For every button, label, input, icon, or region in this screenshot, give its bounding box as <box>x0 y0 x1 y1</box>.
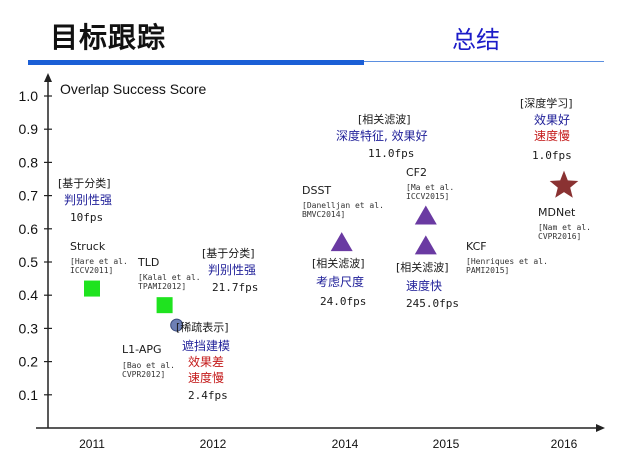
annotation-2015-tag: [相关滤波] <box>396 261 449 274</box>
chart-title: Overlap Success Score <box>60 81 206 97</box>
y-tick-label: 0.3 <box>19 320 39 336</box>
y-tick-label: 1.0 <box>19 88 39 104</box>
annotation-2012a-fps: 21.7fps <box>212 281 259 294</box>
cite-dsst: [Danelljan et al. BMVC2014] <box>302 201 384 219</box>
annotation-2014: [相关滤波] 考虑尺度 24.0fps <box>312 256 366 310</box>
x-tick-label: 2011 <box>79 437 105 451</box>
annotation-2011-tag: [基于分类] <box>58 177 111 190</box>
annotation-2012b: [稀疏表示] 遮挡建模 效果差 速度慢 2.4fps <box>176 320 230 404</box>
x-tick-label: 2012 <box>200 437 227 451</box>
annotation-2011-fps: 10fps <box>70 211 104 224</box>
annotation-2015-top-tag: [相关滤波] <box>358 113 411 126</box>
cite-cf2: [Ma et al. ICCV2015] <box>406 183 455 201</box>
point-dsst <box>330 232 353 252</box>
y-tick-label: 0.7 <box>19 188 39 204</box>
annotation-2015-desc: 速度快 <box>406 279 443 293</box>
y-tick-label: 0.2 <box>19 354 39 370</box>
annotation-2016-desc: 效果好 <box>534 113 571 127</box>
annotation-2012a-tag: [基于分类] <box>202 247 255 260</box>
x-tick-label: 2015 <box>433 437 460 451</box>
point-l1apg <box>170 318 184 332</box>
point-tld <box>156 297 173 314</box>
annotation-2014-tag: [相关滤波] <box>312 257 365 270</box>
x-tick-label: 2014 <box>332 437 359 451</box>
y-tick-label: 0.6 <box>19 221 39 237</box>
annotation-2016-bad: 速度慢 <box>534 129 571 143</box>
point-cf2 <box>414 205 437 225</box>
label-l1apg: L1-APG <box>122 343 162 356</box>
label-cf2: CF2 <box>406 166 428 179</box>
label-tld: TLD <box>138 256 160 269</box>
annotation-2012b-bad2: 速度慢 <box>188 371 225 385</box>
point-kcf <box>414 235 437 255</box>
label-kcf: KCF <box>466 240 487 253</box>
annotation-2012b-bad: 效果差 <box>188 355 225 369</box>
annotation-2015: [相关滤波] 速度快 245.0fps <box>396 260 459 312</box>
label-mdnet: MDNet <box>538 206 576 219</box>
annotation-2012a: [基于分类] 判别性强 21.7fps <box>202 246 258 296</box>
label-dsst: DSST <box>302 184 332 197</box>
x-axis-arrow <box>596 424 605 432</box>
annotation-2011: [基于分类] 判别性强 10fps <box>58 176 112 226</box>
annotation-2016-tag: [深度学习] <box>520 97 573 110</box>
cite-l1apg: [Bao et al. CVPR2012] <box>122 361 175 379</box>
y-tick-label: 0.8 <box>19 154 39 170</box>
annotation-2014-desc: 考虑尺度 <box>316 275 365 289</box>
y-tick-label: 0.4 <box>19 287 39 303</box>
annotation-2012a-desc: 判别性强 <box>208 263 257 277</box>
annotation-2011-desc: 判别性强 <box>64 193 113 207</box>
annotation-2012b-tag: [稀疏表示] <box>176 321 229 334</box>
point-struck <box>84 280 100 297</box>
annotation-2015-top-fps: 11.0fps <box>368 147 415 160</box>
annotation-2015-fps: 245.0fps <box>406 297 459 310</box>
cite-kcf: [Henriques et al. PAMI2015] <box>466 257 548 275</box>
x-tick-label: 2016 <box>551 437 578 451</box>
label-struck: Struck <box>70 240 106 253</box>
point-mdnet <box>549 170 579 198</box>
annotation-2012b-fps: 2.4fps <box>188 389 228 402</box>
annotation-2016: [深度学习] 效果好 速度慢 1.0fps <box>520 96 573 164</box>
annotation-2012b-desc: 遮挡建模 <box>182 339 231 353</box>
y-tick-label: 0.9 <box>19 121 39 137</box>
summary-heading: 总结 <box>452 26 500 54</box>
annotation-2016-fps: 1.0fps <box>532 149 572 162</box>
annotation-2015-top: [相关滤波] 深度特征, 效果好 11.0fps <box>336 112 428 162</box>
annotation-2015-top-desc: 深度特征, 效果好 <box>336 129 428 143</box>
cite-mdnet: [Nam et al. CVPR2016] <box>538 223 591 241</box>
slide-title: 目标跟踪 <box>50 21 167 54</box>
annotation-2014-fps: 24.0fps <box>320 295 367 308</box>
title-underline-thin <box>364 61 604 62</box>
y-axis-arrow <box>44 73 52 82</box>
cite-tld: [Kalal et al. TPAMI2012] <box>138 273 201 291</box>
y-tick-label: 0.1 <box>19 387 39 403</box>
cite-struck: [Hare et al. ICCV2011] <box>70 257 128 275</box>
y-tick-label: 0.5 <box>19 254 39 270</box>
title-underline-bar <box>28 60 364 65</box>
